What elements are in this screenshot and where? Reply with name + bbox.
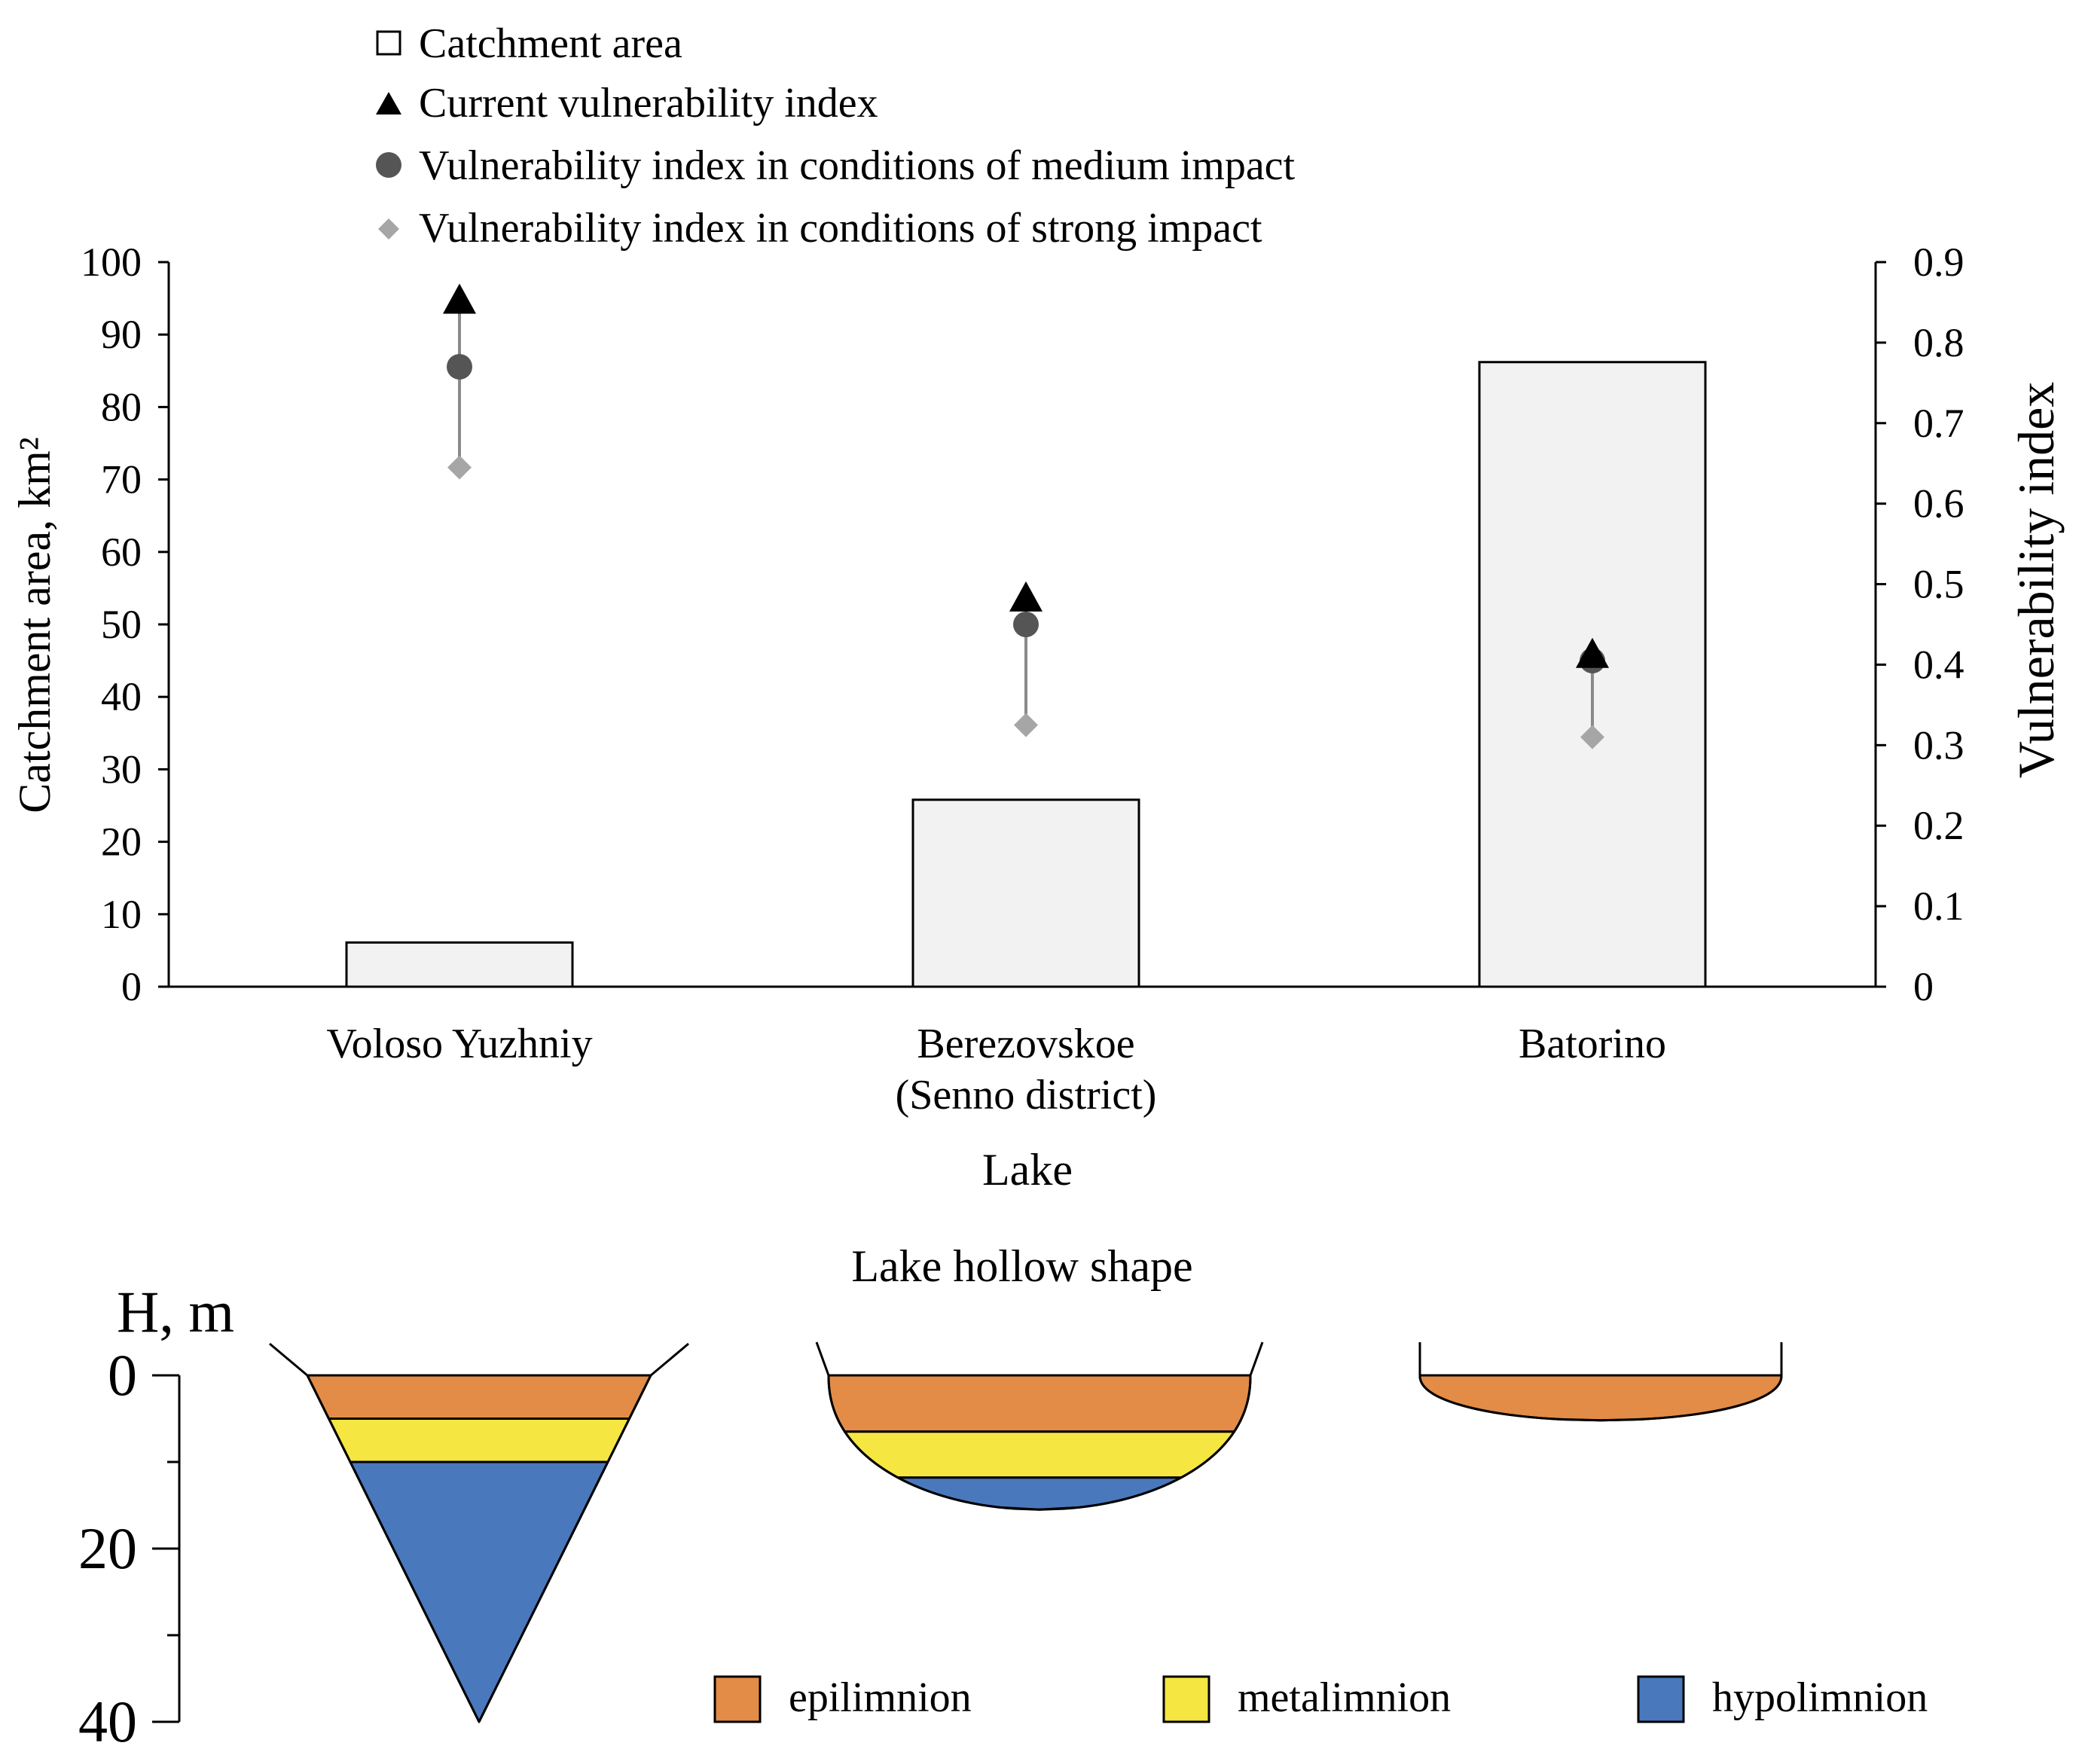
layer-legend: epilimnion metalimnion hypolimnion — [713, 1674, 1928, 1723]
legend-item-current-vulnerability: Current vulnerability index — [376, 80, 878, 127]
y-right-tick-label: 0.4 — [1913, 642, 1964, 687]
lake-layer-epilimnion — [1418, 1374, 1783, 1422]
y-left-tick-label: 90 — [101, 312, 142, 357]
y-axis-left-title: Catchment area, km² — [10, 437, 60, 813]
lake-layer-hypolimnion — [349, 1460, 609, 1723]
legend-marker-medium-impact — [376, 152, 401, 178]
y-right-tick-label: 0.1 — [1913, 884, 1964, 929]
y-left-tick-label: 50 — [101, 602, 142, 647]
legend-item-strong-impact: Vulnerability index in conditions of str… — [378, 205, 1262, 252]
y-right-tick-label: 0.9 — [1913, 240, 1964, 285]
y-left-tick-label: 70 — [101, 457, 142, 502]
layer-legend-label-hypolimnion: hypolimnion — [1712, 1674, 1928, 1721]
legend-label-current-vulnerability: Current vulnerability index — [419, 80, 878, 127]
marker-current-vulnerability-index-voloso-yuzhniy — [443, 283, 476, 314]
legend-item-medium-impact: Vulnerability index in conditions of med… — [376, 142, 1296, 189]
y-left-tick-label: 60 — [101, 530, 142, 575]
depth-axis-ticks: 0 20 40 — [78, 1342, 179, 1754]
y-axis-right-title: Vulnerability index — [2007, 382, 2065, 779]
x-axis-title: Lake — [982, 1145, 1073, 1195]
layer-legend-label-epilimnion: epilimnion — [789, 1674, 972, 1721]
y-right-tick-label: 0.2 — [1913, 803, 1964, 848]
layer-legend-item-metalimnion: metalimnion — [1162, 1674, 1451, 1723]
legend-marker-strong-impact — [378, 218, 399, 240]
layer-legend-swatch-epilimnion — [713, 1675, 762, 1723]
y-left-tick-label: 100 — [81, 240, 142, 285]
y-left-tick-label: 0 — [121, 964, 142, 1009]
legend-label-strong-impact: Vulnerability index in conditions of str… — [419, 205, 1262, 252]
y-left-tick-label: 10 — [101, 892, 142, 937]
marker-vulnerability-index-in-conditions-of-strong-impact-batorino — [1580, 725, 1604, 749]
y-right-tick-label: 0.6 — [1913, 481, 1964, 526]
x-category-label-batorino: Batorino — [1519, 1021, 1666, 1067]
marker-vulnerability-index-in-conditions-of-strong-impact-voloso-yuzhniy — [447, 455, 472, 480]
x-category-label-berezovskoe: Berezovskoe — [917, 1021, 1134, 1067]
y-axis-right-ticks: 0 0.1 0.2 0.3 0.4 0.5 0.6 0.7 0.8 0.9 — [1876, 240, 1964, 1009]
lake-layer-epilimnion — [827, 1374, 1252, 1433]
layer-legend-item-hypolimnion: hypolimnion — [1637, 1674, 1928, 1723]
y-left-tick-label: 80 — [101, 384, 142, 429]
layer-legend-swatch-hypolimnion — [1637, 1675, 1685, 1723]
y-left-tick-label: 40 — [101, 674, 142, 719]
lake-outline — [815, 1341, 1264, 1511]
marker-vulnerability-index-in-conditions-of-medium-impact-voloso-yuzhniy — [447, 353, 472, 380]
lake-profile-2 — [815, 1341, 1264, 1511]
legend-item-catchment-area: Catchment area — [376, 20, 682, 67]
y-axis-left-ticks: 0 10 20 30 40 50 60 70 80 90 100 — [81, 240, 169, 1009]
vulnerability-markers — [443, 283, 1609, 749]
layer-legend-item-epilimnion: epilimnion — [713, 1674, 972, 1723]
lake-layer-metalimnion — [328, 1418, 630, 1463]
lake-layer-hypolimnion — [896, 1476, 1183, 1511]
x-category-sublabel-berezovskoe: (Senno district) — [896, 1072, 1157, 1119]
lake-profile-3 — [1418, 1342, 1783, 1422]
x-category-label-voloso-yuzhniy: Voloso Yuzhniy — [326, 1021, 592, 1067]
y-right-tick-label: 0.5 — [1913, 562, 1964, 607]
depth-tick-label: 20 — [78, 1515, 137, 1581]
depth-tick-label: 0 — [108, 1342, 137, 1408]
legend-marker-current-vulnerability — [376, 92, 401, 114]
y-right-tick-label: 0.8 — [1913, 320, 1964, 365]
lake-outline — [1418, 1342, 1783, 1422]
depth-tick-label: 40 — [78, 1689, 137, 1754]
lake-layer-epilimnion — [306, 1374, 652, 1420]
marker-vulnerability-index-in-conditions-of-strong-impact-berezovskoe — [1014, 713, 1038, 737]
diagram-title: Lake hollow shape — [851, 1241, 1192, 1291]
y-right-tick-label: 0 — [1913, 964, 1934, 1009]
lake-profile-1 — [269, 1342, 689, 1723]
marker-current-vulnerability-index-batorino — [1576, 637, 1609, 668]
legend-label-catchment-area: Catchment area — [419, 20, 682, 67]
chart-legend: Catchment area Current vulnerability ind… — [376, 20, 1296, 252]
vulnerability-stems — [458, 302, 1594, 737]
lake-profiles — [269, 1341, 1783, 1723]
bar-voloso-yuzhniy — [345, 941, 574, 988]
layer-legend-label-metalimnion: metalimnion — [1238, 1674, 1451, 1721]
bar-berezovskoe — [911, 798, 1140, 988]
lake-outline — [269, 1342, 689, 1723]
layer-legend-swatch-metalimnion — [1162, 1675, 1210, 1723]
legend-marker-catchment-area — [376, 30, 401, 56]
lake-layer-metalimnion — [844, 1430, 1235, 1479]
legend-label-medium-impact: Vulnerability index in conditions of med… — [419, 142, 1296, 189]
depth-axis-title: H, m — [117, 1279, 234, 1344]
marker-current-vulnerability-index-berezovskoe — [1009, 581, 1043, 612]
y-left-tick-label: 20 — [101, 819, 142, 865]
y-left-tick-label: 30 — [101, 746, 142, 792]
marker-vulnerability-index-in-conditions-of-medium-impact-berezovskoe — [1013, 612, 1039, 637]
y-right-tick-label: 0.3 — [1913, 722, 1964, 768]
x-axis-category-labels: Voloso Yuzhniy Berezovskoe (Senno district… — [326, 1021, 1666, 1119]
y-right-tick-label: 0.7 — [1913, 401, 1964, 446]
